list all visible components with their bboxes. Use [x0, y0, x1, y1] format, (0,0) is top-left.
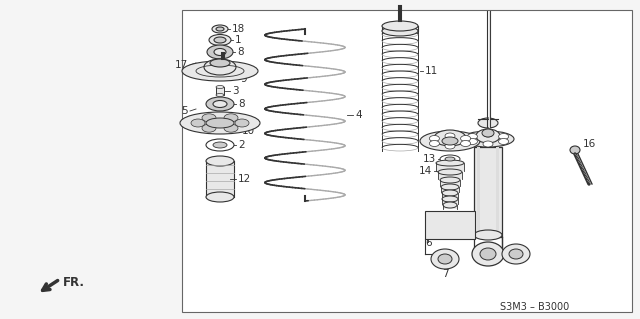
Bar — [436, 163, 464, 171]
Ellipse shape — [467, 138, 477, 145]
Bar — [442, 199, 458, 204]
Ellipse shape — [216, 93, 224, 97]
Bar — [440, 180, 460, 186]
Text: 1: 1 — [235, 35, 242, 45]
Ellipse shape — [382, 21, 418, 31]
Ellipse shape — [445, 133, 455, 139]
Ellipse shape — [570, 146, 580, 154]
Ellipse shape — [502, 244, 530, 264]
Ellipse shape — [235, 119, 249, 127]
Bar — [206, 161, 234, 197]
Ellipse shape — [467, 133, 477, 139]
Ellipse shape — [499, 133, 509, 139]
Ellipse shape — [442, 137, 458, 145]
Ellipse shape — [382, 26, 418, 36]
Ellipse shape — [462, 131, 514, 147]
Text: 11: 11 — [425, 66, 438, 76]
Ellipse shape — [431, 249, 459, 269]
Ellipse shape — [180, 112, 260, 134]
Ellipse shape — [212, 25, 228, 33]
Text: 5: 5 — [181, 106, 188, 116]
Bar — [182, 10, 632, 312]
Bar — [442, 193, 458, 198]
Ellipse shape — [445, 157, 455, 161]
Ellipse shape — [429, 136, 440, 142]
Bar — [443, 205, 457, 209]
Ellipse shape — [429, 140, 440, 146]
Bar — [425, 211, 475, 239]
Ellipse shape — [224, 124, 238, 132]
Text: 4: 4 — [355, 110, 362, 120]
Ellipse shape — [214, 48, 226, 56]
Text: S3M3 – B3000: S3M3 – B3000 — [500, 302, 569, 312]
Ellipse shape — [224, 114, 238, 122]
Ellipse shape — [213, 100, 227, 108]
Text: 8: 8 — [237, 47, 244, 57]
Text: 2: 2 — [238, 140, 244, 150]
Ellipse shape — [213, 142, 227, 148]
Ellipse shape — [210, 59, 230, 67]
Ellipse shape — [483, 131, 493, 137]
Ellipse shape — [440, 155, 460, 163]
Text: 9: 9 — [240, 74, 246, 84]
Ellipse shape — [440, 177, 460, 183]
Ellipse shape — [191, 119, 205, 127]
Ellipse shape — [202, 124, 216, 132]
Ellipse shape — [499, 138, 509, 145]
Text: 18: 18 — [232, 24, 245, 34]
Ellipse shape — [509, 249, 523, 259]
Ellipse shape — [461, 140, 470, 146]
Text: 7: 7 — [442, 269, 448, 279]
Ellipse shape — [461, 136, 470, 142]
Ellipse shape — [483, 141, 493, 147]
Text: 17: 17 — [175, 60, 188, 70]
Bar — [474, 147, 502, 237]
Bar — [496, 147, 499, 237]
Ellipse shape — [420, 131, 480, 151]
Bar — [477, 147, 480, 237]
Ellipse shape — [206, 118, 234, 128]
Bar — [438, 172, 462, 179]
Ellipse shape — [204, 59, 236, 75]
Text: 3: 3 — [232, 86, 239, 96]
Text: 8: 8 — [238, 99, 244, 109]
Ellipse shape — [202, 114, 216, 122]
Ellipse shape — [206, 97, 234, 111]
Ellipse shape — [443, 202, 457, 208]
Ellipse shape — [182, 61, 258, 81]
Ellipse shape — [438, 169, 462, 175]
Ellipse shape — [214, 37, 226, 43]
Ellipse shape — [206, 192, 234, 202]
Bar — [441, 187, 459, 192]
Ellipse shape — [472, 242, 504, 266]
Ellipse shape — [442, 196, 458, 202]
Text: 13: 13 — [423, 154, 436, 164]
Text: 15: 15 — [484, 136, 497, 146]
Ellipse shape — [480, 248, 496, 260]
Ellipse shape — [206, 156, 234, 166]
Ellipse shape — [206, 139, 234, 151]
Ellipse shape — [207, 45, 233, 59]
Ellipse shape — [474, 230, 502, 240]
Ellipse shape — [438, 254, 452, 264]
Ellipse shape — [442, 190, 458, 196]
Ellipse shape — [209, 34, 231, 46]
Ellipse shape — [441, 184, 459, 190]
Ellipse shape — [436, 160, 464, 166]
Ellipse shape — [216, 27, 224, 31]
Ellipse shape — [476, 129, 500, 143]
Ellipse shape — [434, 130, 466, 146]
Text: 12: 12 — [238, 174, 252, 184]
Ellipse shape — [216, 85, 224, 88]
Text: 14: 14 — [419, 166, 432, 176]
Ellipse shape — [482, 129, 494, 137]
Text: 6: 6 — [425, 238, 431, 248]
Text: FR.: FR. — [63, 277, 85, 290]
Ellipse shape — [445, 143, 455, 149]
Text: 10: 10 — [242, 126, 255, 136]
Text: 16: 16 — [583, 139, 596, 149]
Ellipse shape — [478, 118, 498, 128]
Bar — [216, 87, 224, 95]
